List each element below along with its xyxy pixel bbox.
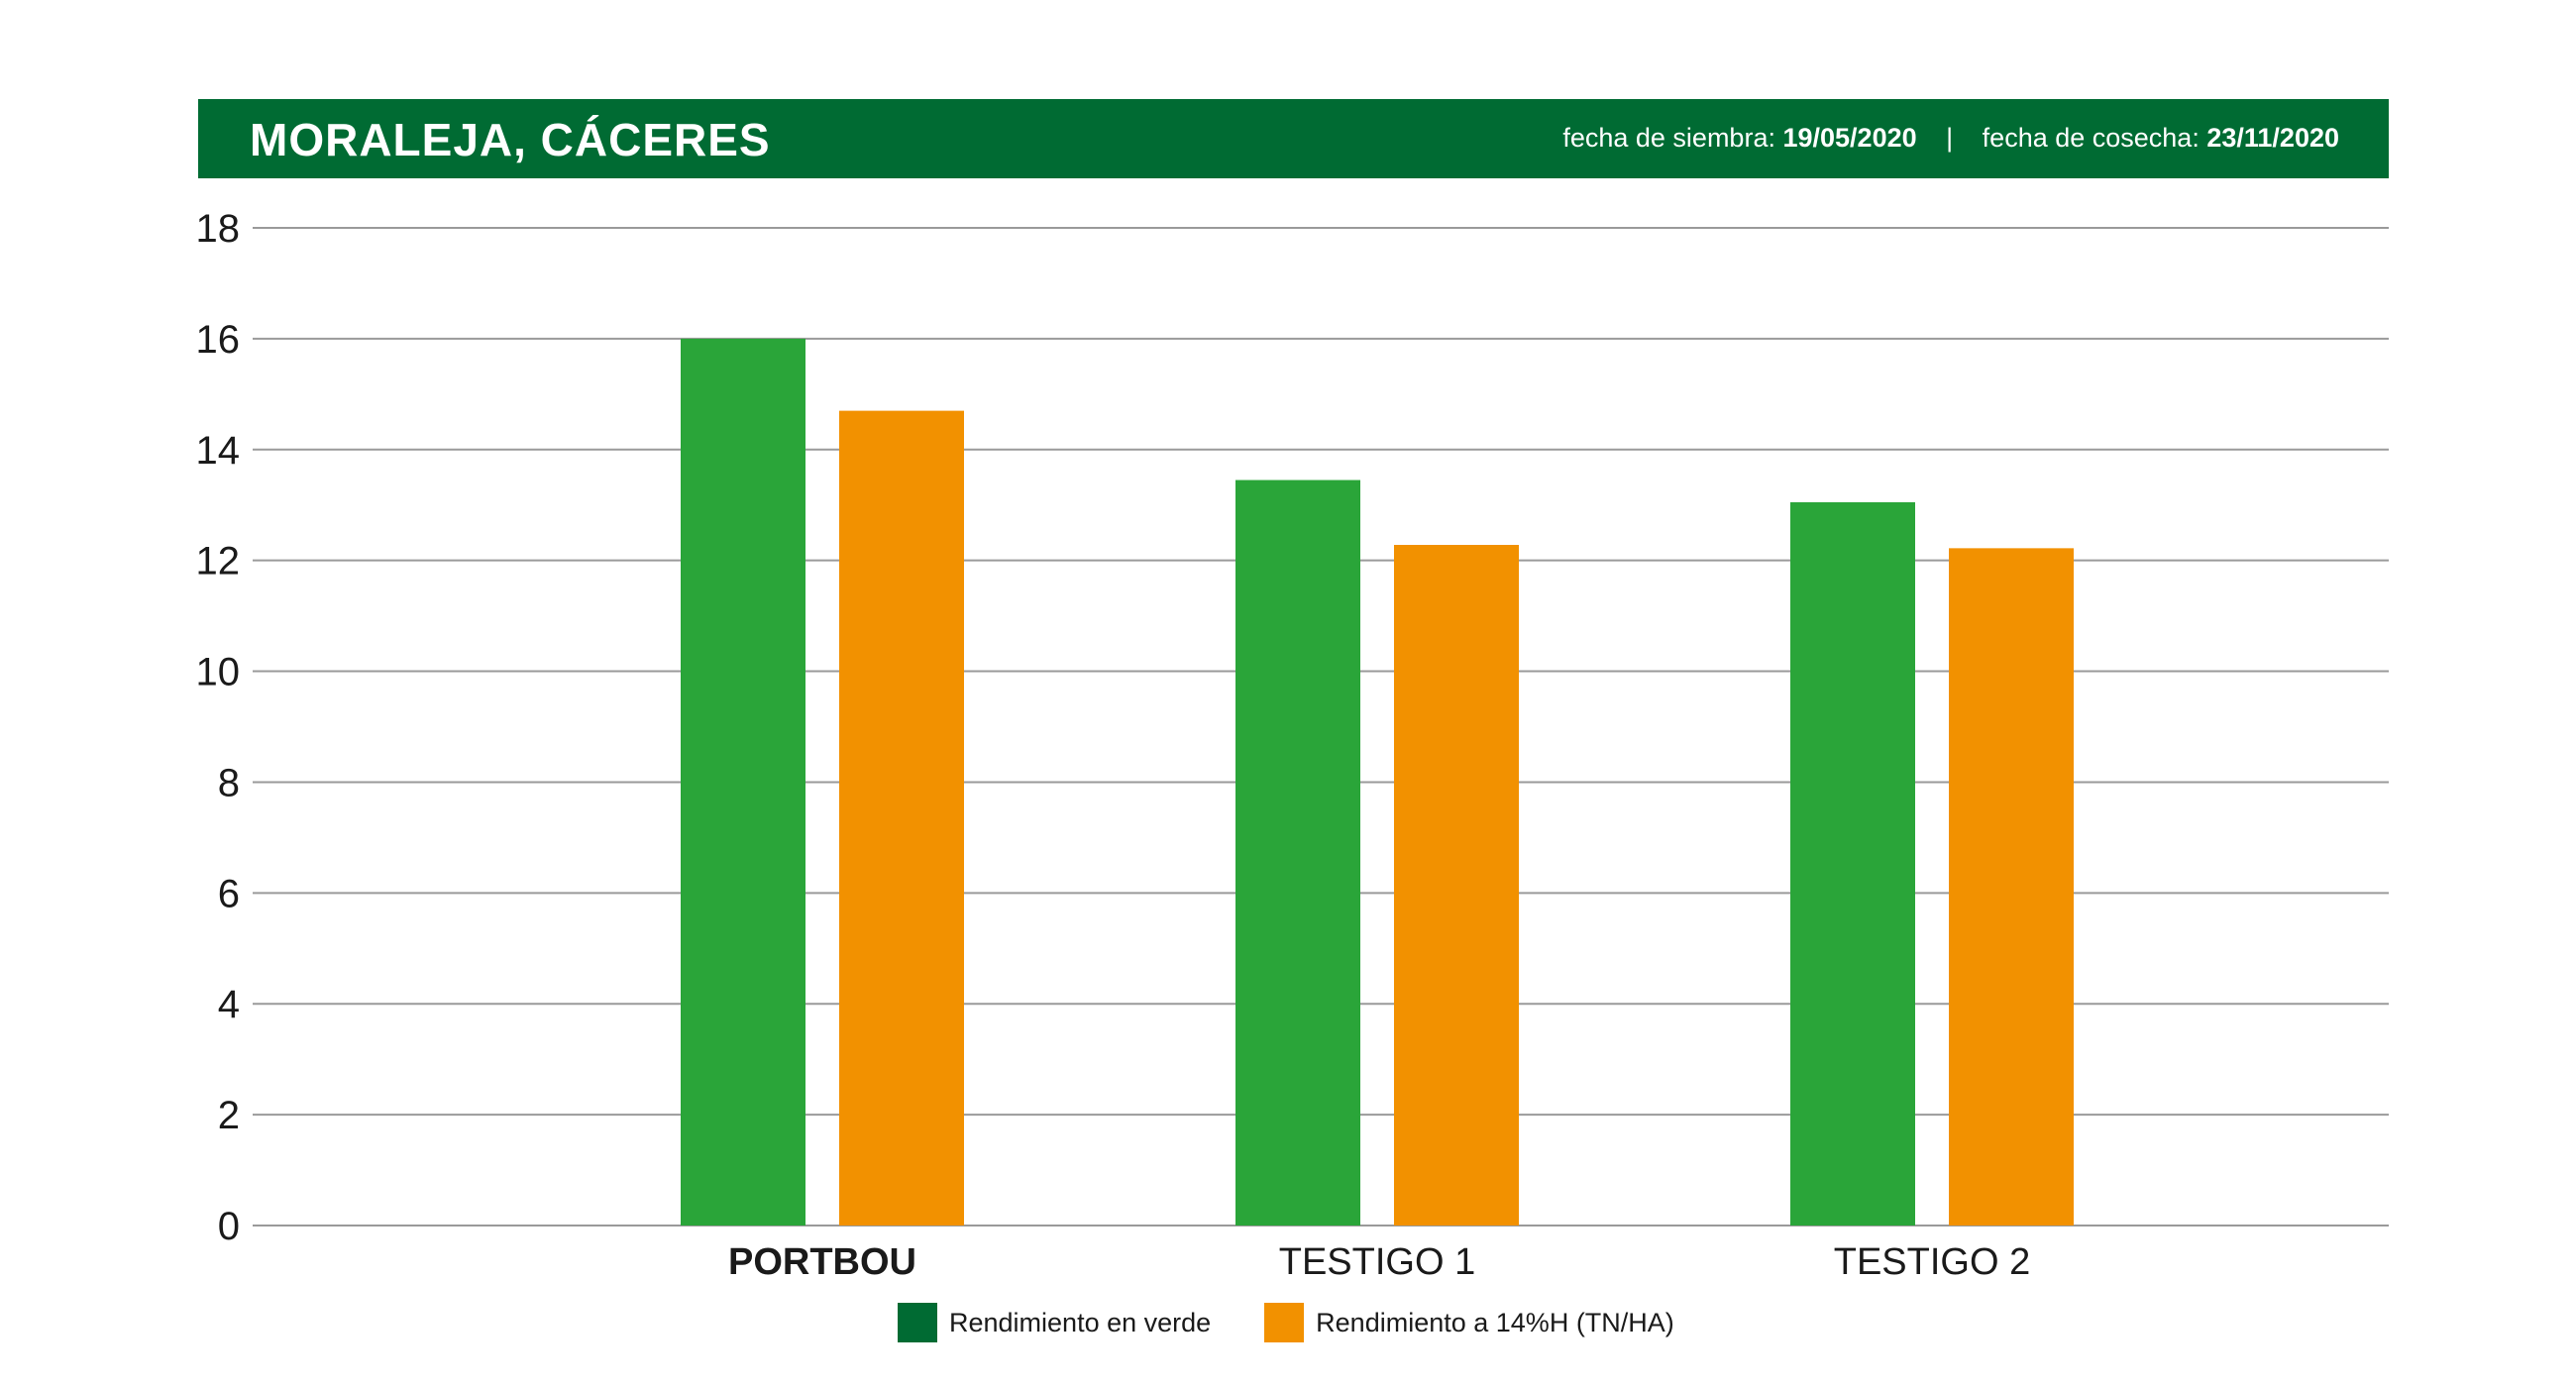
chart-legend: Rendimiento en verde Rendimiento a 14%H … (898, 1303, 1728, 1342)
y-tick-label: 8 (218, 761, 240, 804)
bar-verde-0 (681, 338, 805, 1226)
legend-label-14h: Rendimiento a 14%H (TN/HA) (1316, 1307, 1674, 1337)
x-category-label: TESTIGO 1 (1279, 1241, 1475, 1283)
bar-verde-1 (1235, 480, 1360, 1226)
bar-verde-2 (1790, 501, 1915, 1226)
y-tick-label: 14 (196, 429, 241, 473)
bar-14h-1 (1394, 545, 1519, 1226)
cosecha-label: fecha de cosecha: (1982, 123, 2200, 153)
y-tick-label: 12 (196, 540, 241, 584)
legend-item-14h: Rendimiento a 14%H (TN/HA) (1264, 1303, 1674, 1342)
y-tick-label: 18 (196, 207, 241, 251)
y-tick-label: 4 (218, 983, 240, 1026)
y-tick-label: 10 (196, 651, 241, 694)
chart-title: MORALEJA, CÁCERES (250, 114, 771, 165)
x-category-label: TESTIGO 2 (1834, 1241, 2030, 1283)
date-separator: | (1946, 123, 1954, 153)
y-tick-label: 6 (218, 872, 240, 915)
siembra-date: 19/05/2020 (1782, 123, 1917, 153)
y-tick-label: 0 (218, 1205, 240, 1248)
y-tick-label: 16 (196, 318, 241, 362)
x-category-label: PORTBOU (728, 1241, 916, 1283)
siembra-label: fecha de siembra: (1562, 123, 1775, 153)
y-tick-label: 2 (218, 1094, 240, 1137)
legend-item-verde: Rendimiento en verde (898, 1303, 1211, 1342)
cosecha-date: 23/11/2020 (2206, 123, 2339, 153)
chart-header-banner: MORALEJA, CÁCERES fecha de siembra: 19/0… (198, 99, 2389, 178)
legend-swatch-verde (898, 1303, 937, 1342)
legend-swatch-14h (1264, 1303, 1305, 1342)
bar-14h-2 (1949, 548, 2074, 1226)
chart-dates: fecha de siembra: 19/05/2020 | fecha de … (1562, 123, 2339, 154)
bar-14h-0 (839, 410, 964, 1226)
legend-label-verde: Rendimiento en verde (949, 1307, 1212, 1337)
